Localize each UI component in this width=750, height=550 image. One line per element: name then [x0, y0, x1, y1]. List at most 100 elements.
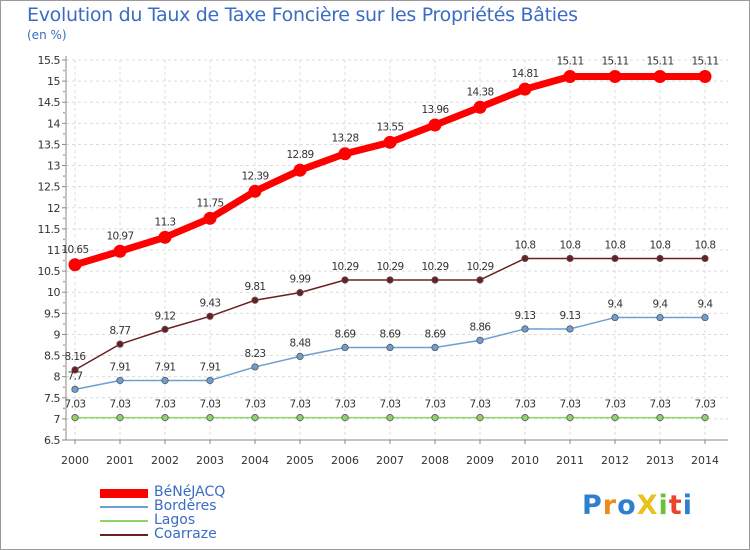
data-point: [431, 343, 439, 352]
data-label: 9.12: [155, 310, 176, 322]
data-point: [476, 414, 484, 422]
data-label: 10.29: [421, 261, 448, 273]
data-label: 13.55: [376, 121, 403, 133]
data-point: [206, 376, 214, 385]
y-minor-tick: [63, 154, 65, 156]
data-point: [293, 163, 307, 177]
data-point: [701, 254, 709, 263]
data-label: 8.69: [425, 329, 446, 341]
logo-letter: o: [617, 490, 637, 521]
data-label: 9.13: [515, 310, 536, 322]
data-point: [701, 414, 709, 422]
data-labels: 10.65 10.97 11.3 11.75 12.39 12.89 13.28 13.55 1…: [61, 55, 719, 411]
data-point: [428, 118, 442, 132]
data-point: [476, 276, 484, 284]
y-minor-tick: [63, 280, 65, 283]
y-tick-label: 11: [47, 244, 60, 257]
data-label: 13.28: [331, 133, 358, 145]
x-tick-label: 2013: [646, 454, 674, 467]
data-point: [116, 376, 124, 385]
y-minor-tick: [63, 344, 65, 346]
y-tick-label: 12: [47, 202, 60, 215]
data-point: [431, 276, 439, 284]
x-tick-label: 2006: [331, 454, 359, 467]
legend-label: Bordères: [154, 498, 217, 514]
data-label: 8.16: [65, 351, 87, 363]
y-minor-tick: [63, 196, 65, 199]
data-point: [386, 276, 394, 284]
data-point: [296, 414, 304, 422]
legend-swatch: [100, 488, 148, 498]
data-label: 7.03: [605, 399, 626, 411]
data-point: [566, 254, 574, 263]
data-point: [521, 414, 529, 422]
data-label: 9.4: [608, 299, 624, 311]
data-label: 7.03: [650, 399, 671, 411]
data-label: 10.29: [376, 261, 403, 273]
data-label: 7.7: [68, 370, 83, 382]
data-point: [251, 363, 259, 371]
data-label: 7.03: [470, 399, 491, 411]
x-tick-label: 2008: [421, 454, 449, 467]
data-point: [113, 244, 127, 258]
y-tick-label: 14: [47, 117, 60, 130]
y-tick-label: 12.5: [38, 181, 61, 194]
legend-swatch: [100, 534, 148, 536]
axes: 6.577.588.599.51010.51111.51212.51313.51…: [38, 54, 728, 467]
logo-letter: X: [636, 490, 659, 521]
data-point: [656, 313, 664, 322]
data-point: [566, 325, 574, 333]
y-tick-label: 10: [47, 286, 60, 299]
data-point: [698, 69, 712, 83]
x-tick-label: 2012: [601, 454, 629, 467]
data-point: [656, 414, 664, 422]
y-tick-label: 11.5: [38, 223, 61, 236]
data-point: [611, 254, 619, 263]
data-point: [563, 69, 577, 83]
data-label: 12.89: [286, 149, 313, 161]
data-point: [161, 325, 169, 333]
data-label: 8.86: [470, 321, 492, 333]
legend-label: BéNéJACQ: [154, 484, 226, 500]
data-label: 7.91: [200, 361, 221, 373]
data-point: [383, 135, 397, 149]
y-minor-tick: [63, 90, 65, 93]
y-tick-label: 8: [54, 371, 61, 384]
data-point: [521, 254, 529, 263]
x-tick-label: 2004: [241, 454, 269, 467]
legend-swatch: [100, 506, 148, 508]
data-label: 15.11: [646, 55, 673, 67]
y-tick-label: 9: [54, 328, 61, 341]
logo-letter: r: [602, 490, 618, 521]
y-tick-label: 13.5: [38, 138, 61, 151]
y-minor-tick: [63, 365, 65, 367]
y-minor-tick: [63, 175, 65, 177]
data-label: 10.8: [650, 239, 671, 251]
data-label: 7.03: [515, 399, 536, 411]
y-tick-label: 15.5: [38, 54, 61, 67]
data-label: 9.13: [560, 310, 581, 322]
data-point: [608, 69, 622, 83]
data-label: 12.39: [241, 170, 268, 182]
y-tick-label: 15: [47, 75, 60, 88]
data-label: 9.4: [653, 299, 669, 311]
data-label: 10.29: [331, 261, 358, 273]
logo-letter: i: [682, 490, 693, 521]
data-point: [251, 296, 259, 304]
data-label: 8.69: [335, 329, 356, 341]
data-point: [341, 276, 349, 284]
data-label: 15.11: [691, 55, 718, 67]
x-tick-label: 2014: [691, 454, 719, 467]
data-point: [431, 414, 439, 422]
legend-swatch: [100, 520, 148, 522]
data-point: [296, 352, 304, 360]
y-minor-tick: [63, 217, 65, 220]
data-point: [566, 414, 574, 422]
data-label: 9.81: [245, 281, 266, 293]
x-tick-label: 2002: [151, 454, 179, 467]
chart-unit-label: (en %): [27, 28, 67, 42]
x-tick-label: 2001: [106, 454, 134, 467]
data-label: 7.91: [155, 361, 176, 373]
data-label: 7.03: [380, 399, 401, 411]
